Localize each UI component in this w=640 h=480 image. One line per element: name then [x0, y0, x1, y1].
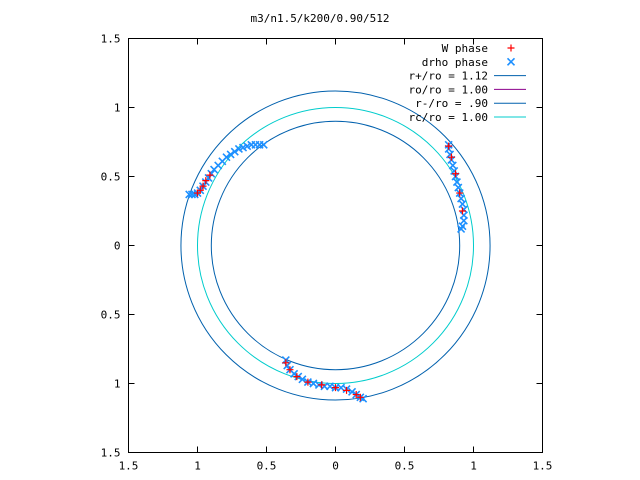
data-point: [286, 366, 294, 374]
legend-label: ro/ro = 1.00: [409, 83, 488, 96]
x-tick-label: 1.5: [533, 460, 553, 473]
data-points: [185, 140, 468, 403]
legend-label: rc/ro = 1.00: [409, 111, 488, 124]
legend-label: r+/ro = 1.12: [409, 70, 488, 83]
y-tick-label: 1: [114, 378, 121, 391]
y-tick-label: 1: [114, 102, 121, 115]
data-point: [206, 171, 214, 179]
x-tick-label: 0.5: [257, 460, 277, 473]
x-tick-label: 1: [470, 460, 477, 473]
y-tick-label: 0.5: [101, 171, 121, 184]
data-point: [304, 378, 312, 386]
x-tick-label: 0: [332, 460, 339, 473]
reference-circle: [210, 120, 461, 371]
data-point: [230, 147, 239, 156]
data-point: [293, 373, 301, 381]
series-plus: [194, 142, 466, 401]
legend-label: r-/ro = .90: [415, 97, 488, 110]
y-tick-label: 0: [114, 240, 121, 253]
x-tick-label: 1.5: [119, 460, 139, 473]
reference-circle: [197, 107, 474, 384]
data-point: [356, 393, 364, 401]
x-tick-label: 0.5: [395, 460, 415, 473]
data-point: [456, 189, 464, 197]
reference-circle: [180, 90, 491, 401]
data-point: [259, 140, 268, 149]
y-tick-label: 1.5: [101, 447, 121, 460]
data-point: [507, 44, 515, 52]
data-point: [352, 391, 360, 399]
legend-label: W phase: [442, 42, 488, 55]
y-tick-label: 1.5: [101, 33, 121, 46]
data-point: [447, 153, 455, 161]
data-point: [318, 381, 326, 389]
x-tick-label: 1: [194, 460, 201, 473]
data-point: [332, 384, 339, 392]
legend-label: drho phase: [422, 56, 488, 69]
data-point: [457, 224, 466, 234]
data-point: [458, 207, 466, 215]
axes: 1.5 1 0.5 0 0.5 1 1.51.510.500.511.5: [101, 33, 553, 473]
data-point: [452, 170, 460, 178]
data-point: [282, 359, 290, 367]
chart-title: m3/n1.5/k200/0.90/512: [250, 12, 389, 25]
data-point: [445, 142, 453, 150]
data-point: [226, 150, 235, 159]
data-point: [207, 169, 216, 178]
y-tick-label: 0.5: [101, 309, 121, 322]
data-point: [196, 186, 204, 194]
data-point: [222, 153, 231, 162]
data-point: [343, 386, 351, 394]
series-cross: [185, 140, 468, 403]
reference-circles: [180, 90, 491, 401]
data-point: [199, 182, 207, 190]
data-point: [506, 57, 516, 66]
data-point: [202, 177, 210, 185]
